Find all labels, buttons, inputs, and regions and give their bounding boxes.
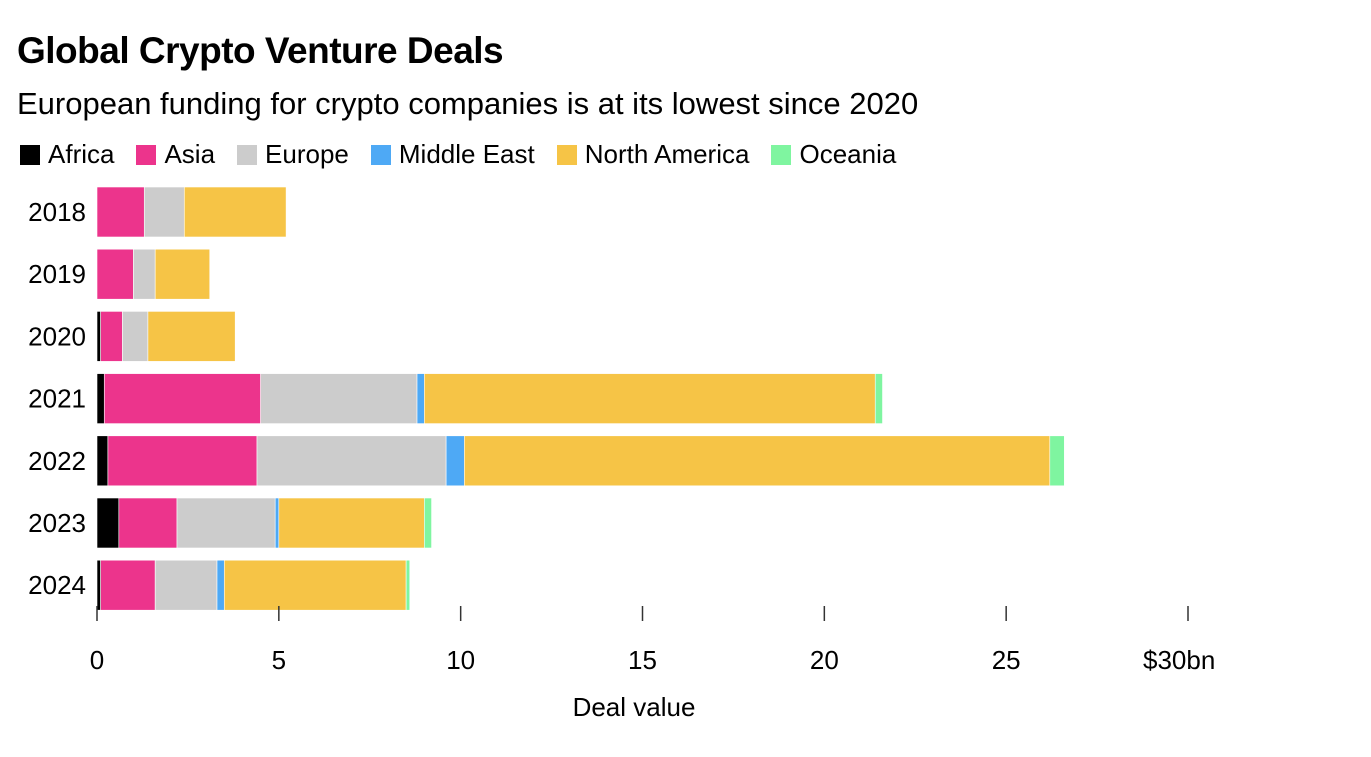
bar-segment-asia-2022 — [107, 435, 258, 487]
x-tick-label: 25 — [992, 645, 1021, 675]
bar-segment-africa-2024 — [96, 559, 101, 611]
bar-segment-asia-2023 — [118, 497, 178, 549]
bar-segment-africa-2022 — [96, 435, 109, 487]
chart-subtitle: European funding for crypto companies is… — [17, 86, 919, 121]
category-label: 2019 — [28, 259, 86, 289]
bar-segment-north-america-2022 — [464, 435, 1051, 487]
legend-label: North America — [584, 139, 750, 169]
bar-segment-asia-2021 — [103, 373, 261, 424]
bar-segment-oceania-2021 — [874, 373, 883, 424]
category-label: 2022 — [28, 446, 86, 476]
category-label: 2018 — [28, 197, 86, 227]
bar-segment-europe-2023 — [176, 497, 276, 549]
bar-segment-oceania-2023 — [423, 497, 432, 549]
bar-segment-asia-2024 — [100, 559, 156, 611]
bar-segment-north-america-2021 — [423, 373, 876, 424]
bar-segment-asia-2020 — [100, 311, 123, 362]
legend-swatch — [556, 144, 577, 165]
category-label: 2020 — [28, 321, 86, 351]
bar-segment-middle-east-2023 — [274, 497, 280, 549]
legend-swatch — [771, 144, 792, 165]
bar-segment-north-america-2018 — [183, 186, 287, 238]
bar-segment-europe-2021 — [260, 373, 418, 424]
legend-label: Asia — [164, 139, 216, 169]
bar-segment-africa-2021 — [96, 373, 105, 424]
x-tick-label: 5 — [272, 645, 286, 675]
bar-segment-north-america-2023 — [278, 497, 425, 549]
legend-item-europe: Europe — [237, 139, 349, 170]
legend-item-oceania: Oceania — [771, 139, 896, 170]
bar-segment-europe-2019 — [133, 248, 156, 300]
bar-segment-north-america-2019 — [154, 248, 211, 300]
legend-swatch — [370, 144, 391, 165]
legend-label: Oceania — [799, 139, 897, 169]
bar-segment-north-america-2020 — [147, 311, 236, 362]
bar-segment-europe-2022 — [256, 435, 447, 487]
x-tick-label: $30bn — [1143, 645, 1215, 675]
bar-segment-asia-2019 — [96, 248, 134, 300]
category-label: 2021 — [28, 384, 86, 414]
bar-segment-asia-2018 — [96, 186, 145, 238]
legend-item-middle-east: Middle East — [370, 139, 535, 170]
legend-item-asia: Asia — [136, 139, 215, 170]
x-tick-label: 20 — [810, 645, 839, 675]
bar-segment-africa-2020 — [96, 311, 101, 362]
legend: Africa Asia Europe Middle East North America… — [20, 139, 896, 170]
legend-label: Middle East — [398, 139, 535, 169]
bar-segment-middle-east-2022 — [445, 435, 465, 487]
bar-segment-europe-2024 — [154, 559, 218, 611]
legend-item-africa: Africa — [20, 139, 114, 170]
chart-title: Global Crypto Venture Deals — [17, 30, 504, 71]
bar-segment-north-america-2024 — [223, 559, 407, 611]
legend-label: Europe — [265, 139, 349, 169]
legend-item-north-america: North America — [556, 139, 750, 170]
category-label: 2024 — [28, 570, 86, 600]
x-tick-label: 10 — [446, 645, 475, 675]
bar-segment-europe-2020 — [122, 311, 149, 362]
bar-segment-oceania-2024 — [405, 559, 411, 611]
x-tick-label: 0 — [90, 645, 104, 675]
x-axis-label: Deal value — [573, 692, 696, 722]
category-label: 2023 — [28, 508, 86, 538]
x-tick-label: 15 — [628, 645, 657, 675]
bar-segment-oceania-2022 — [1049, 435, 1065, 487]
legend-label: Africa — [48, 139, 115, 169]
legend-swatch — [136, 144, 157, 165]
bar-segment-africa-2023 — [96, 497, 120, 549]
bar-segment-middle-east-2024 — [216, 559, 225, 611]
bar-segment-middle-east-2021 — [416, 373, 425, 424]
legend-swatch — [20, 144, 40, 165]
bar-segment-europe-2018 — [143, 186, 185, 238]
legend-swatch — [237, 144, 258, 165]
